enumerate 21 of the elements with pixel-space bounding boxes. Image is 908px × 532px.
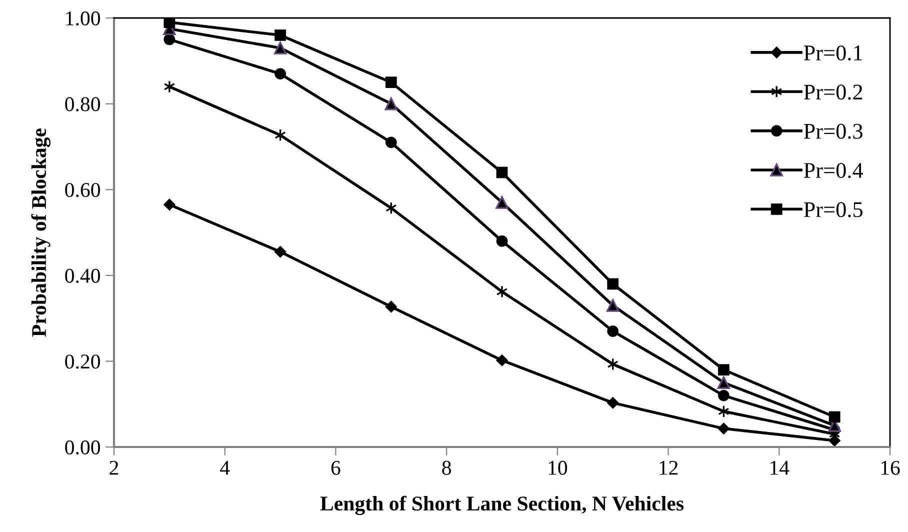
x-tick-label: 6 bbox=[331, 460, 340, 475]
legend-label: Pr=0.2 bbox=[804, 84, 862, 100]
y-tick-label: 0.60 bbox=[65, 182, 100, 198]
legend-label: Pr=0.5 bbox=[804, 202, 862, 218]
y-tick-label: 0.20 bbox=[65, 354, 100, 369]
y-tick-label: 0.80 bbox=[65, 97, 100, 112]
y-tick-label: 0.00 bbox=[65, 440, 100, 455]
y-axis-title: Probability of Blockage bbox=[31, 128, 50, 337]
x-tick-label: 16 bbox=[881, 460, 900, 475]
x-tick-label: 2 bbox=[110, 460, 118, 475]
x-tick-label: 10 bbox=[548, 460, 568, 475]
x-tick-label: 4 bbox=[220, 460, 230, 475]
legend-label: Pr=0.4 bbox=[804, 162, 863, 178]
y-tick-label: 1.00 bbox=[66, 11, 100, 26]
legend-label: Pr=0.3 bbox=[804, 124, 862, 139]
legend-label: Pr=0.1 bbox=[804, 45, 862, 61]
x-tick-label: 12 bbox=[660, 460, 678, 475]
y-tick-label: 0.40 bbox=[65, 268, 100, 283]
x-tick-label: 14 bbox=[770, 460, 790, 475]
x-tick-label: 8 bbox=[442, 460, 451, 475]
x-axis-title: Length of Short Lane Section, N Vehicles bbox=[320, 496, 684, 516]
